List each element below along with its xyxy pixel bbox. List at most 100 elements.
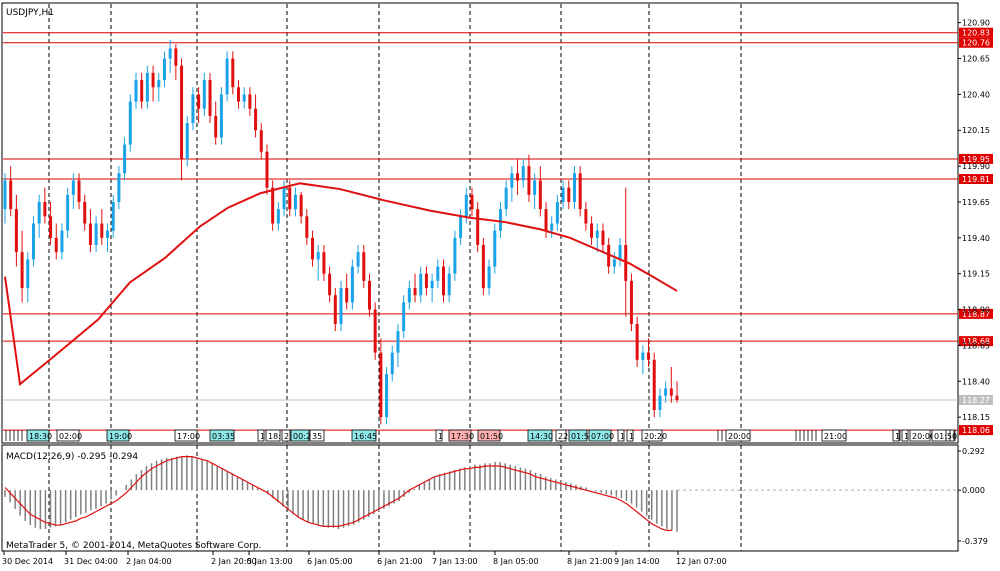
event-marker-label: 2 bbox=[284, 432, 289, 441]
macd-indicator bbox=[4, 455, 958, 532]
candle-body bbox=[254, 108, 258, 131]
candle-body bbox=[168, 48, 172, 59]
event-marker[interactable] bbox=[56, 429, 80, 442]
candle-body bbox=[430, 280, 434, 289]
candle-body bbox=[561, 187, 565, 202]
event-marker[interactable] bbox=[209, 429, 235, 442]
time-tick-label: 8 Jan 05:00 bbox=[493, 557, 539, 566]
event-marker-label: 18:30 bbox=[29, 432, 52, 441]
candle-body bbox=[83, 201, 87, 224]
candle-body bbox=[595, 230, 599, 238]
event-marker-label: 16:45 bbox=[354, 432, 377, 441]
candle-body bbox=[197, 94, 201, 109]
macd-signal-line bbox=[4, 456, 672, 532]
horizontal-price-levels[interactable]: 120.83120.76119.95119.81118.87118.68118.… bbox=[3, 27, 993, 436]
event-marker[interactable] bbox=[617, 429, 625, 442]
event-marker[interactable] bbox=[106, 429, 130, 442]
event-marker[interactable] bbox=[641, 429, 663, 442]
event-marker[interactable] bbox=[568, 429, 588, 442]
candle-body bbox=[612, 259, 616, 267]
price-tick-label: 120.15 bbox=[962, 126, 990, 135]
event-marker[interactable] bbox=[309, 429, 325, 442]
event-marker[interactable] bbox=[435, 429, 443, 442]
candle-body bbox=[322, 252, 326, 274]
candle-body bbox=[299, 194, 303, 217]
moving-average-series bbox=[4, 182, 678, 387]
event-marker[interactable] bbox=[626, 429, 634, 442]
event-marker[interactable] bbox=[448, 429, 472, 442]
candle-body bbox=[43, 201, 47, 217]
current-price-label: 118.27 bbox=[962, 396, 990, 405]
candle-body bbox=[629, 280, 633, 324]
candle-body bbox=[419, 273, 423, 296]
candle-body bbox=[658, 395, 662, 411]
candle-body bbox=[362, 252, 366, 281]
event-marker-label: 00:24 bbox=[293, 432, 316, 441]
time-axis: 30 Dec 2014 31 Dec 04:00 2 Jan 04:00 2 Jan … bbox=[2, 551, 727, 566]
candle-body bbox=[339, 288, 343, 324]
candle-body bbox=[664, 388, 668, 396]
candle-body bbox=[31, 223, 35, 260]
time-tick-label: 2 Jan 04:00 bbox=[126, 557, 172, 566]
candle-body bbox=[510, 173, 514, 188]
candle-body bbox=[117, 173, 121, 202]
event-marker[interactable] bbox=[892, 429, 900, 442]
price-level-tag bbox=[959, 425, 993, 436]
candle-body bbox=[333, 295, 337, 324]
macd-title: MACD(12,26,9) -0.295 -0.294 bbox=[6, 452, 138, 462]
price-tick-label: 120.90 bbox=[962, 19, 990, 28]
candle-body bbox=[259, 130, 263, 152]
candle-body bbox=[442, 266, 446, 296]
candle-body bbox=[123, 144, 127, 174]
event-marker-label: 21:00 bbox=[824, 432, 847, 441]
candle-body bbox=[60, 230, 64, 253]
candle-body bbox=[157, 80, 161, 88]
event-marker[interactable] bbox=[555, 429, 567, 442]
price-tick-label: 119.40 bbox=[962, 234, 990, 243]
event-marker[interactable] bbox=[909, 429, 931, 442]
event-marker[interactable] bbox=[26, 429, 50, 442]
event-marker[interactable] bbox=[901, 429, 909, 442]
candle-body bbox=[413, 288, 417, 296]
candle-body bbox=[128, 101, 132, 145]
price-tick-label: 119.90 bbox=[962, 162, 990, 171]
event-marker[interactable] bbox=[527, 429, 553, 442]
candle-body bbox=[493, 230, 497, 267]
time-tick-label: 9 Jan 14:00 bbox=[614, 557, 660, 566]
candle-body bbox=[49, 216, 53, 238]
price-level-label: 120.83 bbox=[962, 29, 990, 38]
event-marker-label: 1 bbox=[629, 432, 634, 441]
price-level-label: 119.95 bbox=[962, 155, 990, 164]
candle-body bbox=[202, 80, 206, 109]
event-marker[interactable] bbox=[477, 429, 501, 442]
event-marker[interactable] bbox=[257, 429, 265, 442]
candle-body bbox=[71, 180, 75, 195]
candle-body bbox=[106, 230, 110, 238]
price-level-tag bbox=[959, 336, 993, 347]
candle-body bbox=[385, 374, 389, 418]
event-marker[interactable] bbox=[351, 429, 377, 442]
event-marker[interactable] bbox=[588, 429, 612, 442]
event-marker[interactable] bbox=[290, 429, 310, 442]
event-marker[interactable] bbox=[174, 429, 198, 442]
candle-body bbox=[476, 209, 480, 246]
event-marker-label: 35 bbox=[312, 432, 322, 441]
candle-body bbox=[607, 245, 611, 267]
candle-body bbox=[567, 187, 571, 202]
price-tick-label: 120.65 bbox=[962, 55, 990, 64]
event-marker[interactable] bbox=[281, 429, 291, 442]
candle-body bbox=[111, 201, 115, 231]
event-marker-label: 20:00 bbox=[912, 432, 935, 441]
candle-body bbox=[590, 223, 594, 238]
event-marker[interactable] bbox=[725, 429, 751, 442]
event-marker[interactable] bbox=[931, 429, 955, 442]
macd-tick-label: 0.292 bbox=[962, 447, 985, 456]
candle-body bbox=[14, 209, 18, 253]
price-level-label: 119.81 bbox=[962, 175, 990, 184]
event-marker[interactable] bbox=[265, 429, 281, 442]
candle-body bbox=[544, 209, 548, 231]
candle-body bbox=[145, 72, 149, 102]
event-marker[interactable] bbox=[821, 429, 847, 442]
